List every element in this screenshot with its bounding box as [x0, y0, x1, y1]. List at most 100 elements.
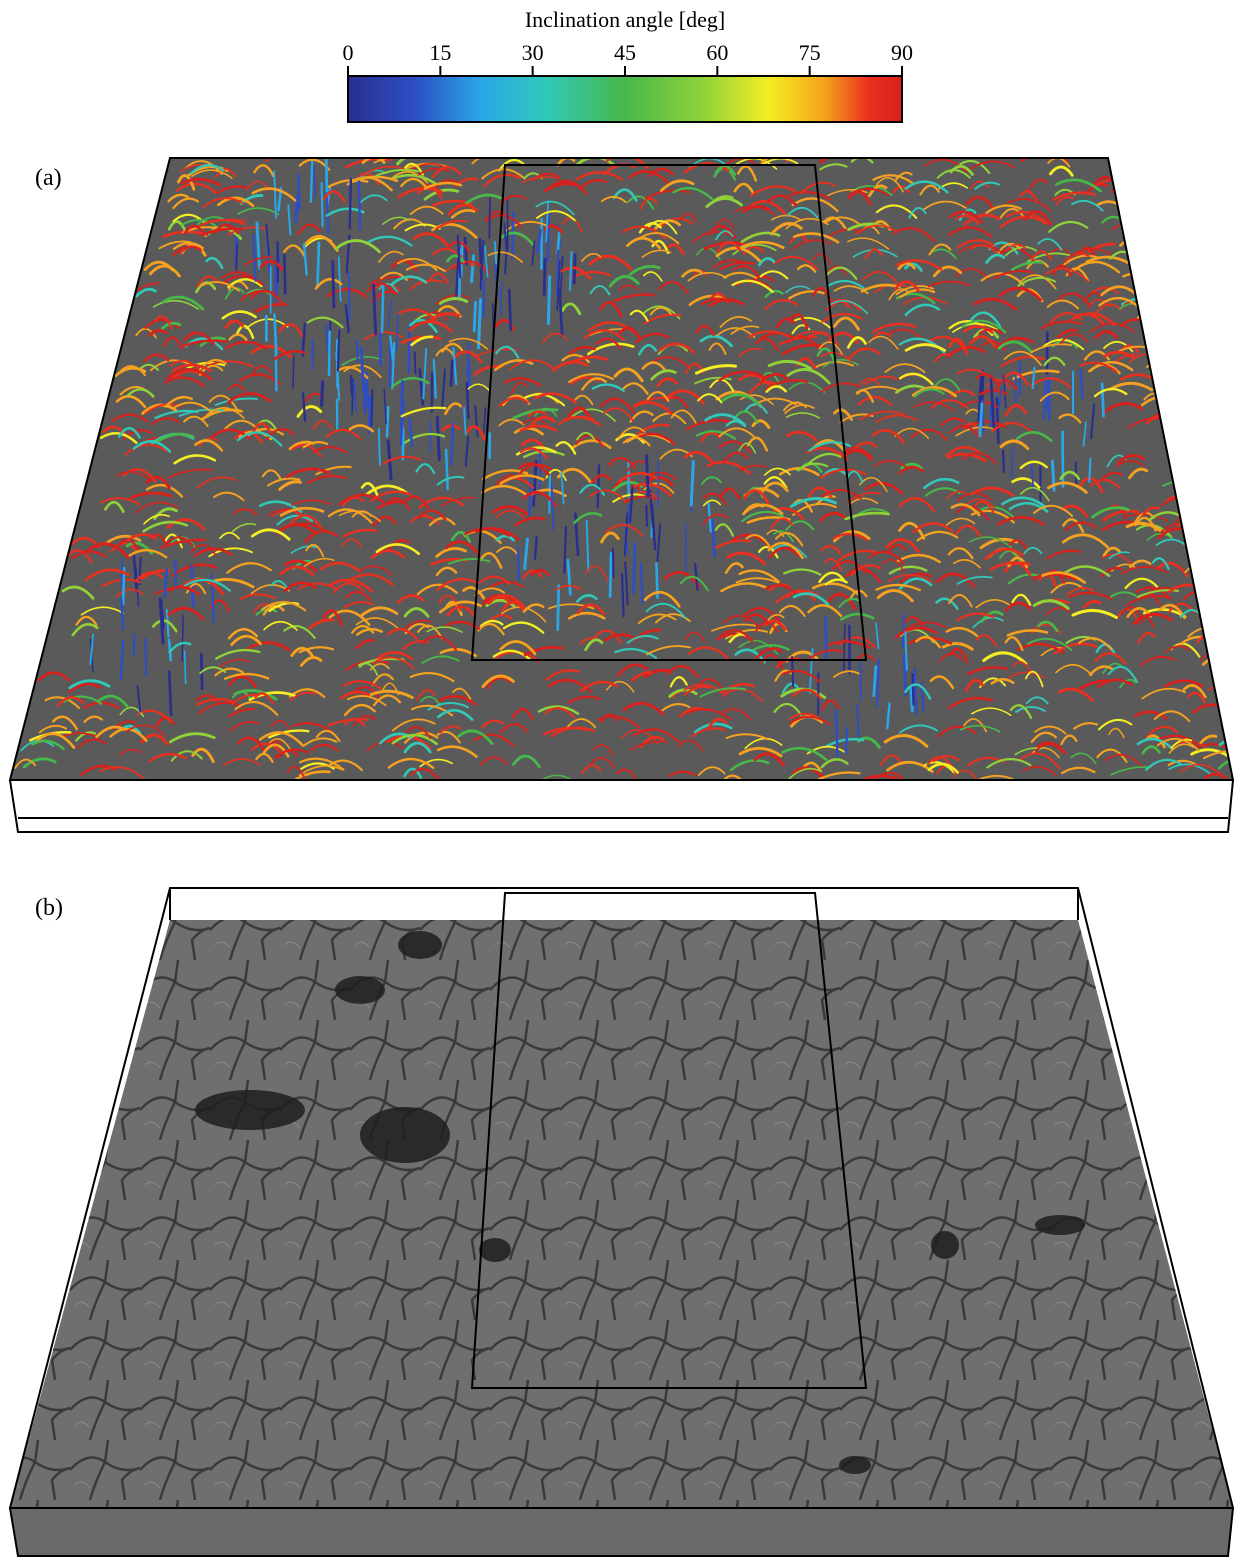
field-line — [945, 517, 976, 526]
field-line — [119, 706, 145, 718]
field-line — [438, 600, 483, 614]
field-line — [817, 771, 861, 780]
field-line — [1089, 478, 1121, 490]
field-line — [875, 658, 880, 708]
field-line — [228, 333, 248, 341]
field-line — [764, 299, 799, 310]
field-line — [144, 318, 180, 329]
field-line — [351, 175, 399, 183]
field-line — [1044, 267, 1090, 283]
field-line — [687, 272, 728, 282]
field-line — [370, 549, 406, 560]
field-line — [948, 337, 969, 355]
field-line — [973, 297, 1017, 311]
field-line — [903, 621, 947, 632]
field-line — [479, 240, 485, 291]
field-line — [173, 401, 214, 414]
field-line — [549, 179, 588, 195]
field-line — [464, 193, 502, 206]
field-line — [717, 218, 735, 229]
field-line — [963, 213, 1001, 227]
field-line — [1141, 745, 1161, 755]
field-line — [717, 629, 754, 643]
field-line — [1073, 722, 1099, 730]
field-line — [194, 439, 224, 452]
field-line — [588, 254, 633, 271]
field-line — [208, 360, 255, 368]
field-line — [322, 609, 343, 626]
field-line — [1001, 449, 1006, 474]
field-line — [702, 499, 722, 507]
field-line — [718, 370, 766, 382]
field-line — [876, 589, 914, 603]
field-line — [303, 557, 335, 568]
colorbar-tick-label: 45 — [614, 40, 636, 65]
field-line — [254, 692, 275, 704]
field-line — [913, 388, 945, 398]
field-line — [427, 702, 469, 711]
field-line — [575, 158, 617, 168]
field-line — [1082, 421, 1087, 447]
field-line — [104, 534, 142, 546]
field-line — [755, 337, 779, 352]
field-line — [1132, 612, 1173, 625]
panel-a-subregion — [470, 164, 868, 661]
field-line — [487, 251, 524, 264]
field-line — [110, 542, 138, 553]
field-line — [913, 667, 918, 716]
field-line — [1129, 559, 1152, 569]
field-line — [911, 673, 915, 706]
field-line — [596, 464, 601, 509]
field-line — [373, 158, 420, 164]
field-line — [706, 460, 751, 475]
field-line — [367, 394, 372, 434]
field-line — [820, 544, 842, 555]
field-line — [928, 243, 952, 256]
field-line — [788, 190, 832, 201]
field-line — [1061, 533, 1109, 549]
field-line — [227, 392, 272, 404]
field-line — [568, 270, 611, 281]
field-line — [567, 611, 606, 620]
field-line — [632, 728, 680, 743]
panel-a: (a) — [8, 157, 1235, 833]
field-line — [817, 488, 862, 500]
field-line — [641, 361, 666, 371]
field-line — [1091, 506, 1130, 519]
field-line — [818, 341, 843, 355]
field-line — [440, 496, 476, 507]
field-line — [168, 670, 173, 717]
field-line — [614, 647, 658, 659]
field-line — [1153, 710, 1191, 723]
field-line — [985, 253, 1006, 264]
field-line — [589, 284, 611, 296]
field-line — [1012, 369, 1060, 380]
field-line — [612, 188, 638, 202]
field-line — [1017, 276, 1057, 287]
field-line — [969, 244, 1000, 256]
field-line — [1019, 460, 1048, 470]
field-line — [1095, 303, 1122, 315]
field-line — [585, 519, 590, 572]
field-line — [217, 196, 255, 208]
field-line — [335, 351, 341, 401]
field-line — [251, 422, 271, 434]
field-line — [1034, 743, 1064, 753]
field-line — [421, 655, 460, 664]
field-line — [633, 401, 673, 416]
field-line — [729, 759, 770, 772]
field-line — [1146, 532, 1174, 541]
field-line — [124, 443, 169, 456]
field-line — [533, 392, 578, 405]
field-line — [338, 493, 385, 506]
field-line — [351, 624, 375, 634]
field-line — [971, 707, 1012, 716]
field-line — [167, 606, 205, 621]
field-line — [738, 373, 771, 387]
field-line — [786, 430, 818, 442]
field-line — [417, 509, 447, 521]
field-line — [100, 497, 140, 506]
field-line — [316, 241, 321, 289]
field-line — [315, 465, 352, 476]
field-line — [304, 529, 338, 543]
